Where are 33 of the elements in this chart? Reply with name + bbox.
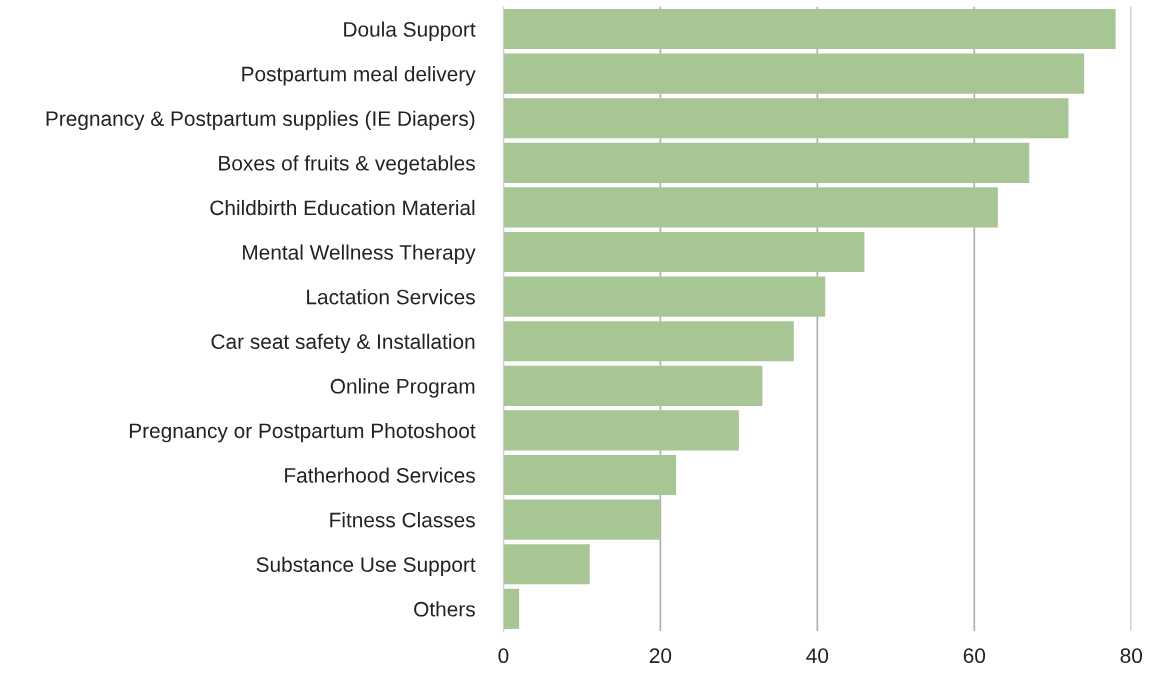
x-tick-label: 20 [649,648,672,664]
y-tick-label: Car seat safety & Installation [211,333,475,354]
y-tick-label: Mental Wellness Therapy [243,244,476,264]
y-tick-label: Lactation Services [307,289,475,305]
y-tick-label: Fatherhood Services [285,467,475,483]
y-tick-label: Online Program [330,378,475,398]
bar [503,8,1116,50]
y-tick-label: Doula Support [344,21,476,41]
bar [503,410,739,451]
bar [503,231,865,273]
bar [503,544,590,585]
y-tick-label: Others [414,601,475,617]
y-tick-label: Fitness Classes [330,512,475,528]
y-tick-label: Pregnancy or Postpartum Photoshoot [129,422,476,443]
y-tick-label: Boxes of fruits & vegetables [219,155,475,175]
x-tick-label: 0 [498,648,509,664]
bar [503,365,763,406]
y-tick-label: Postpartum meal delivery [242,66,476,86]
x-tick-label: 40 [806,648,829,664]
y-tick-label: Pregnancy & Postpartum supplies (IE Diapers) [46,110,475,131]
bar [503,454,677,496]
bar [503,187,998,228]
bar [503,276,826,317]
bar [503,98,1069,139]
y-tick-label: Childbirth Education Material [210,199,475,216]
x-tick-label: 80 [1120,648,1143,664]
bar [503,142,1030,183]
bar [503,499,661,540]
bar [503,588,520,629]
x-tick-label: 60 [963,648,986,664]
bar [503,53,1085,94]
y-tick-label: Substance Use Support [256,556,476,577]
bar [503,321,794,362]
